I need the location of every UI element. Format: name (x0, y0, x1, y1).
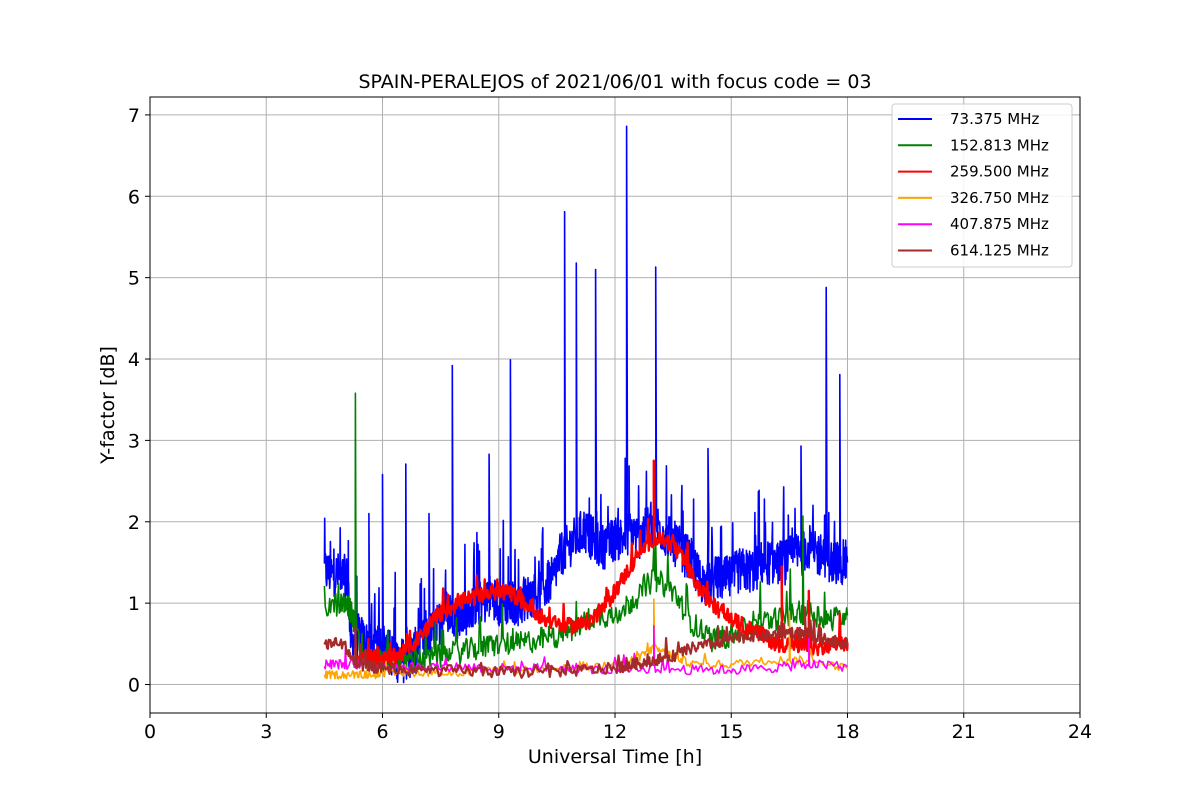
x-tick-label: 9 (493, 721, 505, 743)
y-tick-label: 4 (128, 349, 140, 371)
y-axis-label: Y-factor [dB] (97, 346, 119, 465)
legend-label: 152.813 MHz (950, 136, 1049, 154)
x-tick-label: 0 (144, 721, 156, 743)
y-tick-label: 0 (128, 675, 140, 697)
x-axis-label: Universal Time [h] (528, 746, 702, 768)
x-tick-label: 24 (1068, 721, 1092, 743)
y-tick-label: 1 (128, 593, 140, 615)
x-tick-label: 12 (603, 721, 627, 743)
x-tick-label: 21 (952, 721, 976, 743)
legend-box (891, 103, 1073, 268)
x-tick-label: 15 (719, 721, 743, 743)
x-tick-label: 3 (260, 721, 272, 743)
series-layer (323, 125, 849, 684)
chart-title: SPAIN-PERALEJOS of 2021/06/01 with focus… (358, 71, 871, 93)
x-tick-label: 18 (835, 721, 859, 743)
x-tick-label: 6 (376, 721, 388, 743)
legend-label: 259.500 MHz (950, 163, 1049, 181)
legend-label: 73.375 MHz (950, 110, 1039, 128)
legend-label: 326.750 MHz (950, 189, 1049, 207)
y-tick-label: 2 (128, 512, 140, 534)
legend: 73.375 MHz 152.813 MHz 259.500 MHz 326.750 … (891, 103, 1073, 268)
y-tick-label: 6 (128, 186, 140, 208)
series-line (354, 459, 849, 668)
y-tick-label: 3 (128, 430, 140, 452)
y-tick-label: 7 (128, 105, 140, 127)
legend-label: 614.125 MHz (950, 242, 1049, 260)
legend-label: 407.875 MHz (950, 215, 1049, 233)
y-tick-label: 5 (128, 268, 140, 290)
series-line (323, 606, 849, 679)
